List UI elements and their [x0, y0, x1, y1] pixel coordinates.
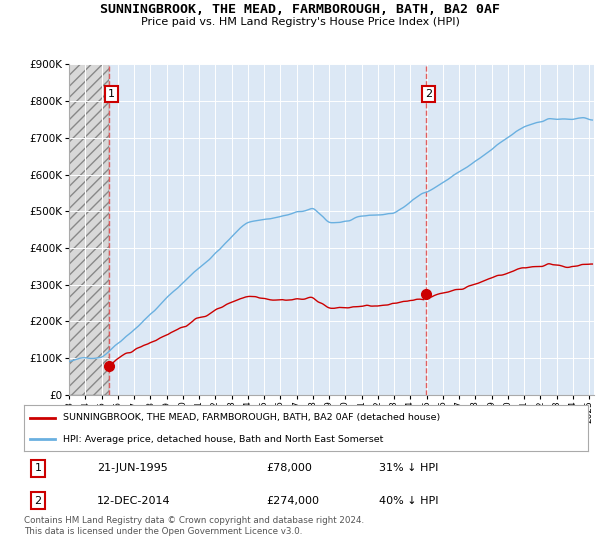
Text: 31% ↓ HPI: 31% ↓ HPI — [379, 463, 439, 473]
Text: £274,000: £274,000 — [266, 496, 320, 506]
Text: £78,000: £78,000 — [266, 463, 313, 473]
Text: HPI: Average price, detached house, Bath and North East Somerset: HPI: Average price, detached house, Bath… — [64, 435, 384, 444]
Text: 1: 1 — [108, 89, 115, 99]
Text: 2: 2 — [425, 89, 432, 99]
Bar — [69, 64, 109, 395]
Text: Price paid vs. HM Land Registry's House Price Index (HPI): Price paid vs. HM Land Registry's House … — [140, 17, 460, 27]
Text: 1: 1 — [35, 463, 41, 473]
Text: 21-JUN-1995: 21-JUN-1995 — [97, 463, 168, 473]
Text: SUNNINGBROOK, THE MEAD, FARMBOROUGH, BATH, BA2 0AF: SUNNINGBROOK, THE MEAD, FARMBOROUGH, BAT… — [100, 3, 500, 16]
Text: 40% ↓ HPI: 40% ↓ HPI — [379, 496, 439, 506]
Text: 12-DEC-2014: 12-DEC-2014 — [97, 496, 171, 506]
Text: 2: 2 — [35, 496, 41, 506]
Bar — [69, 64, 109, 395]
Text: Contains HM Land Registry data © Crown copyright and database right 2024.
This d: Contains HM Land Registry data © Crown c… — [24, 516, 364, 536]
Text: SUNNINGBROOK, THE MEAD, FARMBOROUGH, BATH, BA2 0AF (detached house): SUNNINGBROOK, THE MEAD, FARMBOROUGH, BAT… — [64, 413, 441, 422]
